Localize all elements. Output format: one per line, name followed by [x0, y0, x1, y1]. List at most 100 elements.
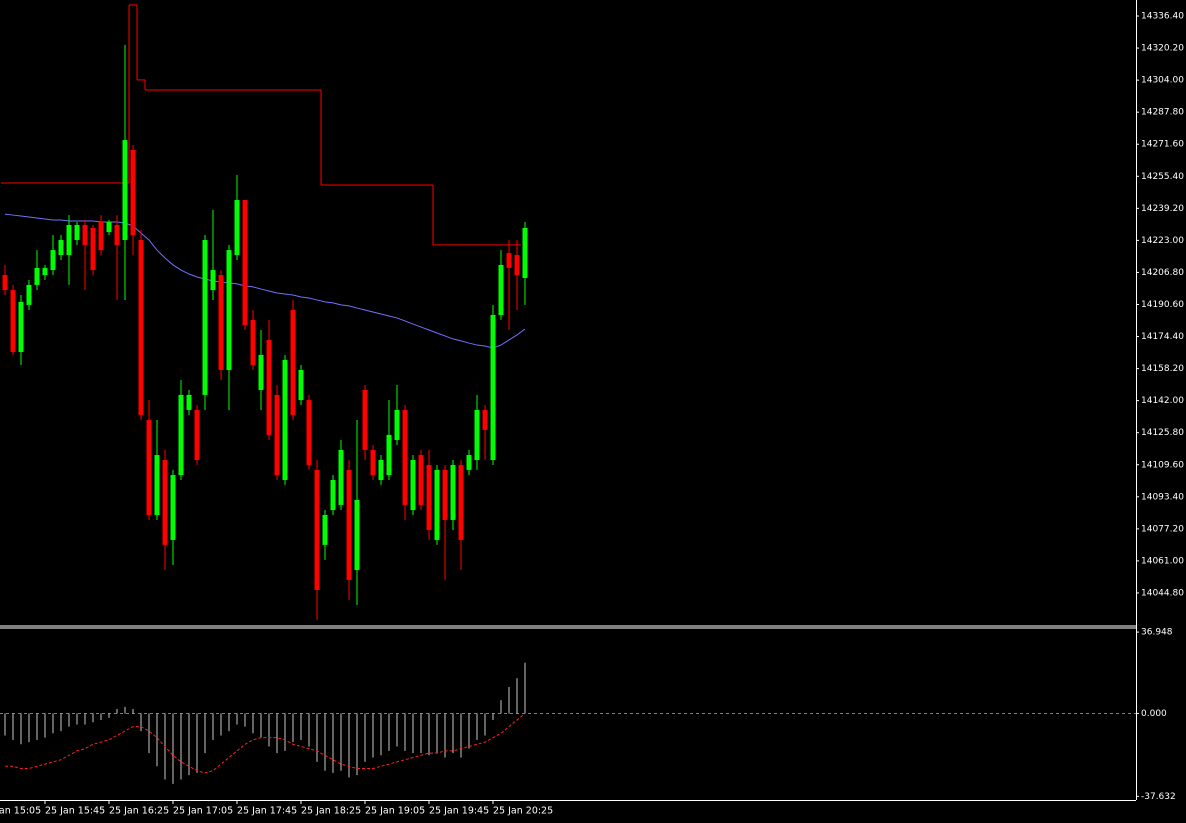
time-label: 25 Jan 15:05: [0, 806, 41, 817]
candle-body: [314, 469, 320, 590]
price-label: 14239.20: [1141, 204, 1184, 214]
candle-body: [298, 369, 304, 401]
candle-body: [42, 267, 48, 276]
candle-body: [514, 255, 520, 276]
candle-body: [410, 460, 416, 511]
price-label: 14174.40: [1141, 332, 1184, 342]
time-label: 25 Jan 18:25: [301, 806, 361, 817]
candle-body: [242, 200, 248, 326]
time-label: 25 Jan 16:25: [109, 806, 169, 817]
candle-body: [234, 200, 240, 256]
price-label: 14142.00: [1141, 396, 1184, 406]
candle-body: [138, 239, 144, 415]
candle-body: [362, 389, 368, 450]
candle-body: [394, 409, 400, 441]
price-label: 14077.20: [1141, 524, 1184, 534]
price-label: 14190.60: [1141, 300, 1184, 310]
candle-body: [250, 319, 256, 366]
candle-body: [498, 264, 504, 315]
price-label: 14125.80: [1141, 428, 1184, 438]
candle-body: [26, 284, 32, 305]
candle-body: [418, 455, 424, 505]
price-label: 14109.60: [1141, 460, 1184, 470]
candle-body: [122, 140, 128, 240]
time-label: 25 Jan 17:05: [173, 806, 233, 817]
candle-body: [18, 301, 24, 352]
candle-body: [338, 449, 344, 505]
candle-body: [290, 310, 296, 415]
price-label: 14320.20: [1141, 44, 1184, 54]
candle-body: [522, 227, 528, 278]
candle-body: [442, 469, 448, 520]
candle-body: [386, 434, 392, 476]
candle-body: [178, 394, 184, 476]
candle-body: [58, 239, 64, 256]
price-label: 14158.20: [1141, 364, 1184, 374]
time-label: 25 Jan 20:25: [493, 806, 553, 817]
price-label: 14044.80: [1141, 588, 1184, 598]
candle-body: [162, 460, 168, 545]
candle-body: [202, 239, 208, 395]
candle-body: [322, 515, 328, 545]
price-label: 14206.80: [1141, 268, 1184, 278]
price-label: 14304.00: [1141, 76, 1184, 86]
candle-body: [114, 224, 120, 245]
candle-body: [146, 420, 152, 516]
price-label: 14223.00: [1141, 236, 1184, 246]
candle-body: [466, 455, 472, 470]
candle-body: [282, 359, 288, 480]
candle-body: [490, 314, 496, 461]
candle-body: [66, 224, 72, 256]
candle-body: [458, 464, 464, 540]
price-label: 14093.40: [1141, 492, 1184, 502]
price-label: 14255.40: [1141, 172, 1184, 182]
price-label: 14287.80: [1141, 108, 1184, 118]
candle-body: [98, 221, 104, 251]
candle-body: [82, 224, 88, 245]
price-label: 14336.40: [1141, 12, 1184, 22]
price-label: 14061.00: [1141, 556, 1184, 566]
candle-body: [434, 469, 440, 540]
candle-body: [354, 499, 360, 571]
candle-body: [154, 455, 160, 516]
candle-body: [2, 275, 8, 291]
candle-body: [10, 290, 16, 352]
indicator-label: 36.948: [1141, 628, 1173, 638]
moving-average: [4, 213, 526, 349]
candle-body: [170, 475, 176, 540]
candle-body: [194, 409, 200, 461]
candle-body: [50, 250, 56, 271]
candle-body: [330, 479, 336, 511]
candle-body: [266, 339, 272, 435]
candle-body: [34, 267, 40, 285]
candle-body: [378, 460, 384, 480]
candle-body: [482, 409, 488, 430]
time-label: 25 Jan 19:45: [429, 806, 489, 817]
candle-body: [402, 409, 408, 505]
candle-body: [370, 449, 376, 476]
price-label: 14271.60: [1141, 140, 1184, 150]
indicator-label: 0.000: [1141, 709, 1167, 719]
candle-body: [90, 227, 96, 271]
candle-body: [306, 400, 312, 465]
candle-body: [226, 250, 232, 370]
candle-body: [218, 275, 224, 370]
candle-body: [74, 224, 80, 240]
candle-body: [450, 464, 456, 520]
time-label: 25 Jan 15:45: [45, 806, 105, 817]
candle-body: [426, 464, 432, 531]
indicator-label: -37.632: [1141, 792, 1176, 802]
candle-body: [474, 409, 480, 461]
signal-line: [5, 713, 526, 774]
candle-body: [130, 149, 136, 236]
candle-body: [274, 394, 280, 476]
candle-body: [186, 394, 192, 410]
time-label: 25 Jan 17:45: [237, 806, 297, 817]
time-label: 25 Jan 19:05: [365, 806, 425, 817]
candle-body: [258, 354, 264, 390]
candle-body: [346, 469, 352, 580]
candle-body: [210, 270, 216, 291]
candle-body: [506, 253, 512, 268]
